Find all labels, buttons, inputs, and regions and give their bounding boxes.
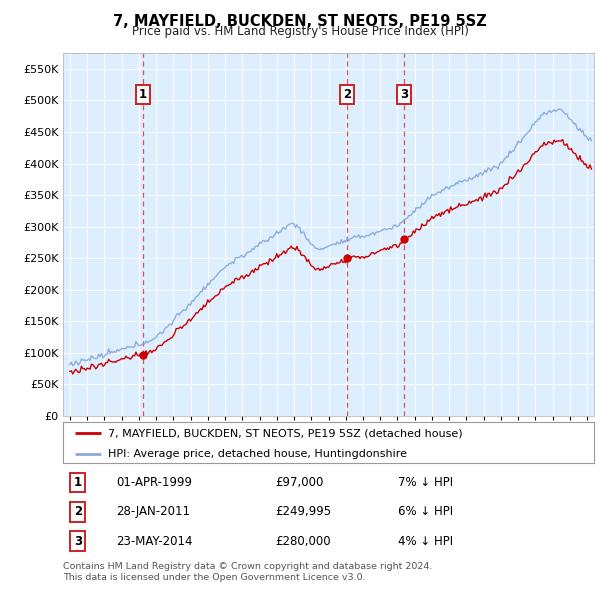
Text: 7, MAYFIELD, BUCKDEN, ST NEOTS, PE19 5SZ: 7, MAYFIELD, BUCKDEN, ST NEOTS, PE19 5SZ — [113, 14, 487, 28]
Text: £97,000: £97,000 — [275, 476, 324, 489]
Text: 28-JAN-2011: 28-JAN-2011 — [116, 505, 190, 519]
Text: 7, MAYFIELD, BUCKDEN, ST NEOTS, PE19 5SZ (detached house): 7, MAYFIELD, BUCKDEN, ST NEOTS, PE19 5SZ… — [108, 428, 463, 438]
Text: 6% ↓ HPI: 6% ↓ HPI — [398, 505, 452, 519]
Text: 2: 2 — [343, 88, 351, 101]
Text: Contains HM Land Registry data © Crown copyright and database right 2024.
This d: Contains HM Land Registry data © Crown c… — [63, 562, 433, 582]
Text: 3: 3 — [74, 535, 82, 548]
Text: 1: 1 — [74, 476, 82, 489]
Text: 1: 1 — [139, 88, 147, 101]
Text: 23-MAY-2014: 23-MAY-2014 — [116, 535, 193, 548]
Text: £280,000: £280,000 — [275, 535, 331, 548]
Text: 7% ↓ HPI: 7% ↓ HPI — [398, 476, 452, 489]
Text: 2: 2 — [74, 505, 82, 519]
Text: HPI: Average price, detached house, Huntingdonshire: HPI: Average price, detached house, Hunt… — [108, 449, 407, 459]
Text: 01-APR-1999: 01-APR-1999 — [116, 476, 192, 489]
Text: 3: 3 — [400, 88, 408, 101]
Text: £249,995: £249,995 — [275, 505, 332, 519]
Text: 4% ↓ HPI: 4% ↓ HPI — [398, 535, 452, 548]
Text: Price paid vs. HM Land Registry's House Price Index (HPI): Price paid vs. HM Land Registry's House … — [131, 25, 469, 38]
